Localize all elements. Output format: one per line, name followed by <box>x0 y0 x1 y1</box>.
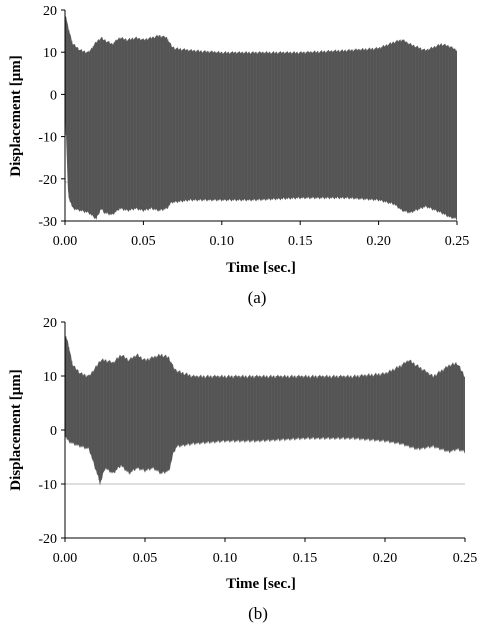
y-ticks-a: 20 10 0 -10 -20 -30 <box>38 4 65 230</box>
x-ticks-b: 0.00 0.05 0.10 0.15 0.20 0.25 <box>53 538 478 566</box>
y-tick-label: 20 <box>43 4 57 19</box>
panel-label-b: (b) <box>248 604 268 623</box>
y-tick-label: -10 <box>38 131 57 146</box>
y-ticks-b: 20 10 0 -10 -20 <box>38 316 65 547</box>
x-ticks-a: 0.00 0.05 0.10 0.15 0.20 0.25 <box>53 221 470 249</box>
x-tick-label: 0.10 <box>213 551 238 566</box>
y-tick-label: 0 <box>50 424 57 439</box>
y-tick-label: -20 <box>38 532 57 547</box>
y-tick-label: 0 <box>50 88 57 103</box>
y-tick-label: 10 <box>43 46 57 61</box>
x-tick-label: 0.20 <box>373 551 398 566</box>
y-axis-label-b: Displacement [μm] <box>8 369 24 490</box>
y-tick-label: -20 <box>38 173 57 188</box>
x-tick-label: 0.15 <box>288 234 313 249</box>
x-axis-label-b: Time [sec.] <box>226 576 296 592</box>
panel-label-a: (a) <box>248 288 267 307</box>
x-tick-label: 0.25 <box>453 551 478 566</box>
y-tick-label: 10 <box>43 370 57 385</box>
x-tick-label: 0.20 <box>366 234 391 249</box>
x-tick-label: 0.15 <box>293 551 318 566</box>
signal-texture-b <box>65 336 463 480</box>
x-tick-label: 0.10 <box>210 234 235 249</box>
y-tick-label: -10 <box>38 478 57 493</box>
x-tick-label: 0.05 <box>133 551 158 566</box>
chart-panel-b: 20 10 0 -10 -20 0.00 0.05 0.10 0.15 0.20 0.25 Dis… <box>8 316 477 623</box>
x-axis-label-a: Time [sec.] <box>226 260 296 276</box>
y-axis-label-a: Displacement [μm] <box>8 55 24 176</box>
x-tick-label: 0.00 <box>53 234 78 249</box>
y-tick-label: 20 <box>43 316 57 331</box>
x-tick-label: 0.00 <box>53 551 78 566</box>
x-tick-label: 0.25 <box>445 234 470 249</box>
y-tick-label: -30 <box>38 215 57 230</box>
x-tick-label: 0.05 <box>131 234 156 249</box>
signal-texture-a <box>65 16 457 219</box>
